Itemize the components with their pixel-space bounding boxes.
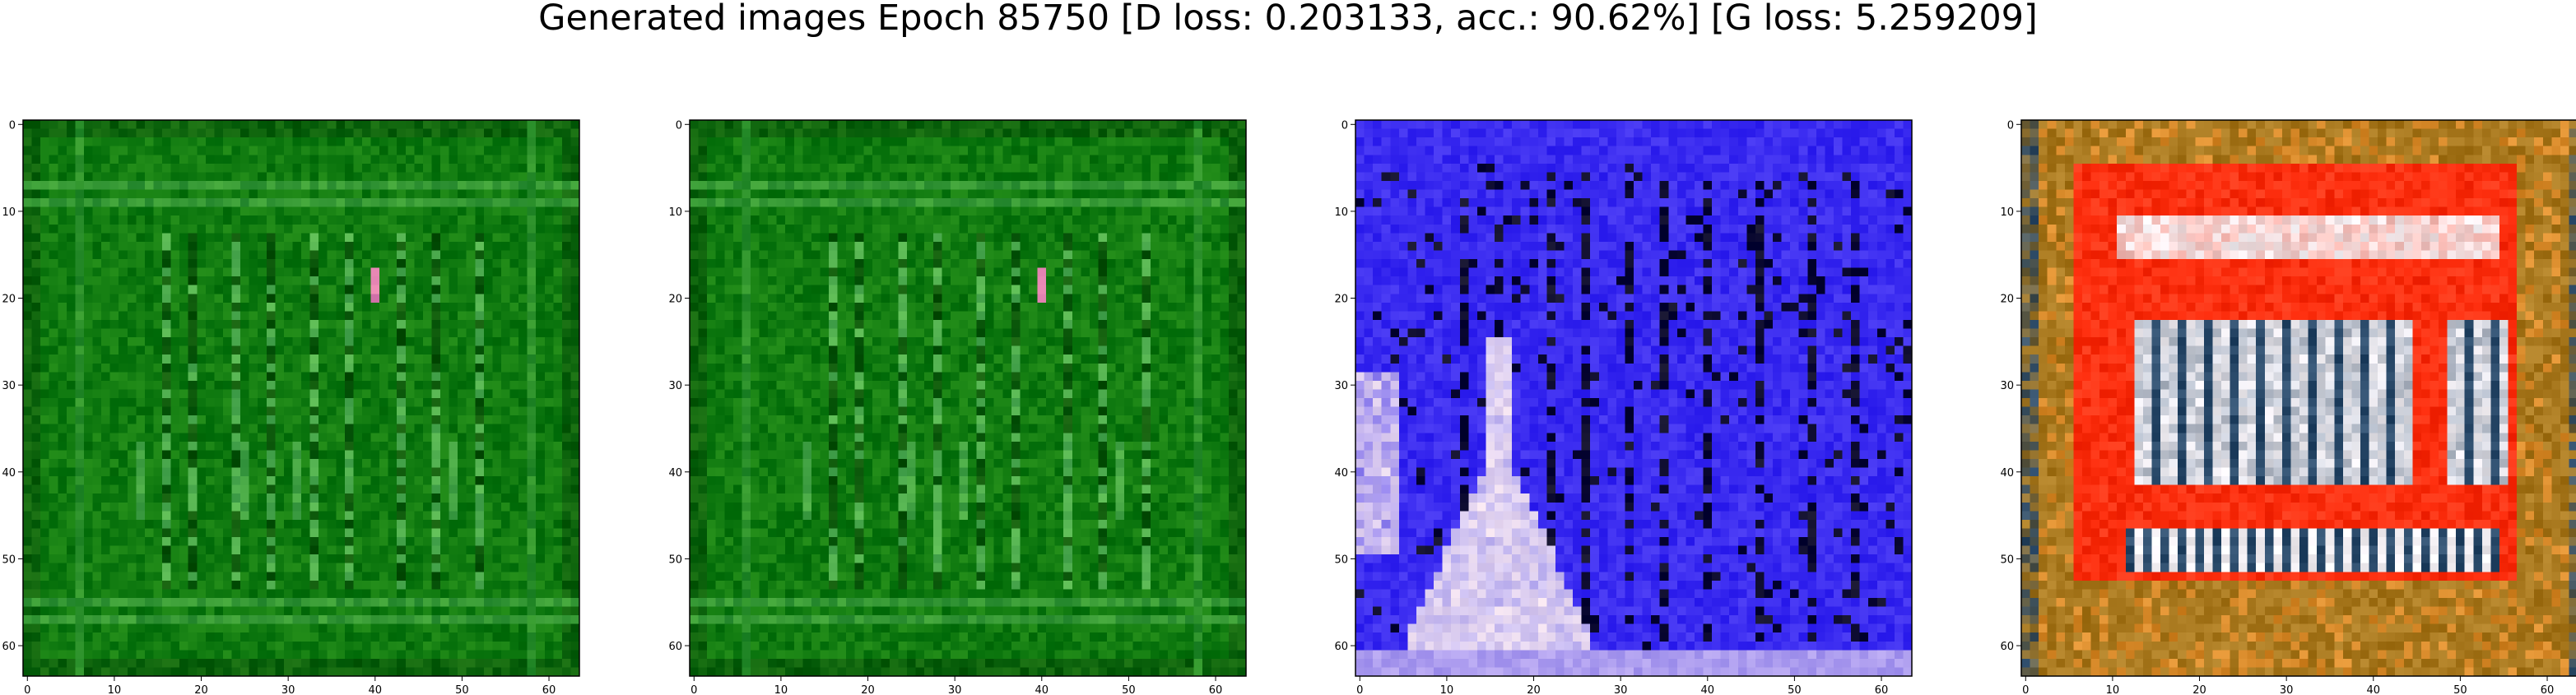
x-tick-label: 30 [1614, 684, 1628, 695]
y-tick-label: 0 [9, 119, 16, 132]
x-tick-label: 0 [690, 684, 697, 695]
image-axes-1: 0 10 20 30 40 50 60 0 10 20 30 40 50 60 [2, 119, 580, 695]
y-tick-label: 0 [1341, 119, 1348, 132]
y-tick-label: 20 [1334, 294, 1348, 306]
y-tick-label: 60 [1334, 641, 1348, 653]
y-tick-label: 20 [2, 294, 16, 306]
x-tick-label: 60 [2541, 684, 2555, 695]
image-axes-2: 0 10 20 30 40 50 60 0 10 20 30 40 50 60 [668, 119, 1247, 695]
y-tick-label: 50 [1334, 554, 1348, 566]
axes-frame [689, 119, 1247, 677]
subplot-1: 0 10 20 30 40 50 60 0 10 20 30 40 50 60 [2, 119, 580, 695]
x-tick-label: 40 [1035, 684, 1049, 695]
x-tick-label: 50 [1788, 684, 1802, 695]
x-tick-label: 20 [2192, 684, 2206, 695]
generated-image-1-pixels [23, 120, 580, 677]
image-axes-3: 0 10 20 30 40 50 60 0 10 20 30 40 50 60 [1334, 119, 1913, 695]
x-tick-label: 10 [774, 684, 788, 695]
x-tick-label: 0 [24, 684, 30, 695]
generated-image-2-pixels [690, 120, 1247, 677]
y-tick-label: 50 [668, 554, 682, 566]
axes-frame [22, 119, 580, 677]
y-tick-label: 30 [1334, 380, 1348, 392]
y-tick-label: 10 [1334, 206, 1348, 219]
x-tick-label: 10 [108, 684, 122, 695]
x-tick-label: 10 [2106, 684, 2120, 695]
x-tick-label: 40 [369, 684, 383, 695]
y-tick-label: 0 [676, 119, 682, 132]
y-tick-label: 30 [2000, 380, 2014, 392]
figure-title: Generated images Epoch 85750 [D loss: 0.… [538, 0, 2038, 39]
generated-image-3-pixels [1355, 120, 1913, 677]
subplot-3: 0 10 20 30 40 50 60 0 10 20 30 40 50 60 [1334, 119, 1913, 695]
x-tick-label: 50 [1122, 684, 1136, 695]
x-tick-label: 10 [1440, 684, 1454, 695]
y-tick-label: 20 [2000, 294, 2014, 306]
subplot-4: 0 10 20 30 40 50 60 0 10 20 30 40 50 60 [2000, 119, 2576, 695]
y-tick-label: 40 [2000, 467, 2014, 480]
y-tick-label: 40 [1334, 467, 1348, 480]
y-tick-label: 10 [2000, 206, 2014, 219]
axes-frame [2020, 119, 2576, 677]
axes-frame [1355, 119, 1913, 677]
subplot-2: 0 10 20 30 40 50 60 0 10 20 30 40 50 60 [668, 119, 1247, 695]
x-tick-label: 60 [542, 684, 556, 695]
x-tick-label: 20 [194, 684, 208, 695]
y-tick-label: 30 [668, 380, 682, 392]
y-tick-label: 40 [668, 467, 682, 480]
y-tick-label: 40 [2, 467, 16, 480]
y-tick-label: 10 [2, 206, 16, 219]
x-tick-label: 40 [1701, 684, 1715, 695]
x-tick-label: 0 [1356, 684, 1363, 695]
y-tick-label: 60 [2000, 641, 2014, 653]
y-tick-label: 60 [668, 641, 682, 653]
x-tick-label: 20 [1527, 684, 1541, 695]
x-tick-label: 30 [281, 684, 295, 695]
x-tick-label: 30 [948, 684, 962, 695]
x-tick-label: 20 [861, 684, 875, 695]
x-tick-label: 40 [2367, 684, 2381, 695]
x-tick-label: 50 [455, 684, 469, 695]
y-tick-label: 10 [668, 206, 682, 219]
y-tick-label: 50 [2, 554, 16, 566]
x-tick-label: 30 [2280, 684, 2294, 695]
image-axes-4: 0 10 20 30 40 50 60 0 10 20 30 40 50 60 [2000, 119, 2576, 695]
y-tick-label: 30 [2, 380, 16, 392]
y-tick-label: 60 [2, 641, 16, 653]
generated-image-4-pixels [2021, 120, 2576, 677]
y-tick-label: 20 [668, 294, 682, 306]
x-tick-label: 60 [1875, 684, 1889, 695]
y-tick-label: 0 [2007, 119, 2014, 132]
x-tick-label: 60 [1209, 684, 1223, 695]
x-tick-label: 0 [2022, 684, 2029, 695]
x-tick-label: 50 [2453, 684, 2467, 695]
y-tick-label: 50 [2000, 554, 2014, 566]
